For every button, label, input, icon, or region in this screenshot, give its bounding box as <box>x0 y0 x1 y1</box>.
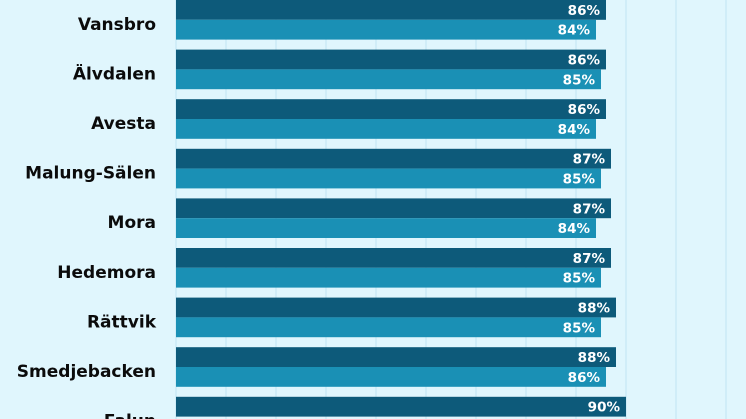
category-label: Älvdalen <box>73 62 156 84</box>
bars <box>176 0 626 417</box>
category-label: Hedemora <box>57 263 156 283</box>
bar <box>176 119 596 139</box>
category-label: Malung-Sälen <box>25 164 156 184</box>
bar <box>176 396 626 417</box>
bar <box>176 99 606 119</box>
bar <box>176 49 606 70</box>
data-label: 86% <box>568 53 601 69</box>
category-label: Vansbro <box>78 15 156 35</box>
bar <box>176 19 596 40</box>
data-label: 85% <box>563 172 596 188</box>
data-label: 84% <box>558 122 591 138</box>
labels: Vansbro 86% 84% Älvdalen 86% 85% Avesta 86% 84% M… <box>17 3 621 419</box>
bar <box>176 267 601 288</box>
category-label: Rättvik <box>87 312 157 332</box>
data-label: 87% <box>573 251 606 267</box>
data-label: 84% <box>558 221 591 237</box>
bar <box>176 367 606 387</box>
data-label: 90% <box>588 400 621 416</box>
data-label: 85% <box>563 320 596 336</box>
bar <box>176 168 601 189</box>
bar <box>176 148 611 169</box>
data-label: 88% <box>578 301 611 317</box>
bar <box>176 347 616 367</box>
data-label: 87% <box>573 201 606 217</box>
bar <box>176 248 611 268</box>
data-label: 88% <box>578 350 611 366</box>
category-label: Smedjebacken <box>17 362 156 382</box>
data-label: 86% <box>568 370 601 386</box>
bar <box>176 0 606 20</box>
bar <box>176 317 601 338</box>
data-label: 85% <box>563 72 596 88</box>
data-label: 86% <box>568 102 601 118</box>
bar <box>176 198 611 219</box>
category-label: Mora <box>108 213 156 233</box>
bar <box>176 218 596 238</box>
data-label: 84% <box>558 23 591 39</box>
data-label: 85% <box>563 271 596 287</box>
bar <box>176 69 601 90</box>
category-label: Falun <box>104 412 156 419</box>
bar <box>176 297 616 318</box>
data-label: 87% <box>573 152 606 168</box>
category-label: Avesta <box>91 114 156 134</box>
data-label: 86% <box>568 3 601 19</box>
